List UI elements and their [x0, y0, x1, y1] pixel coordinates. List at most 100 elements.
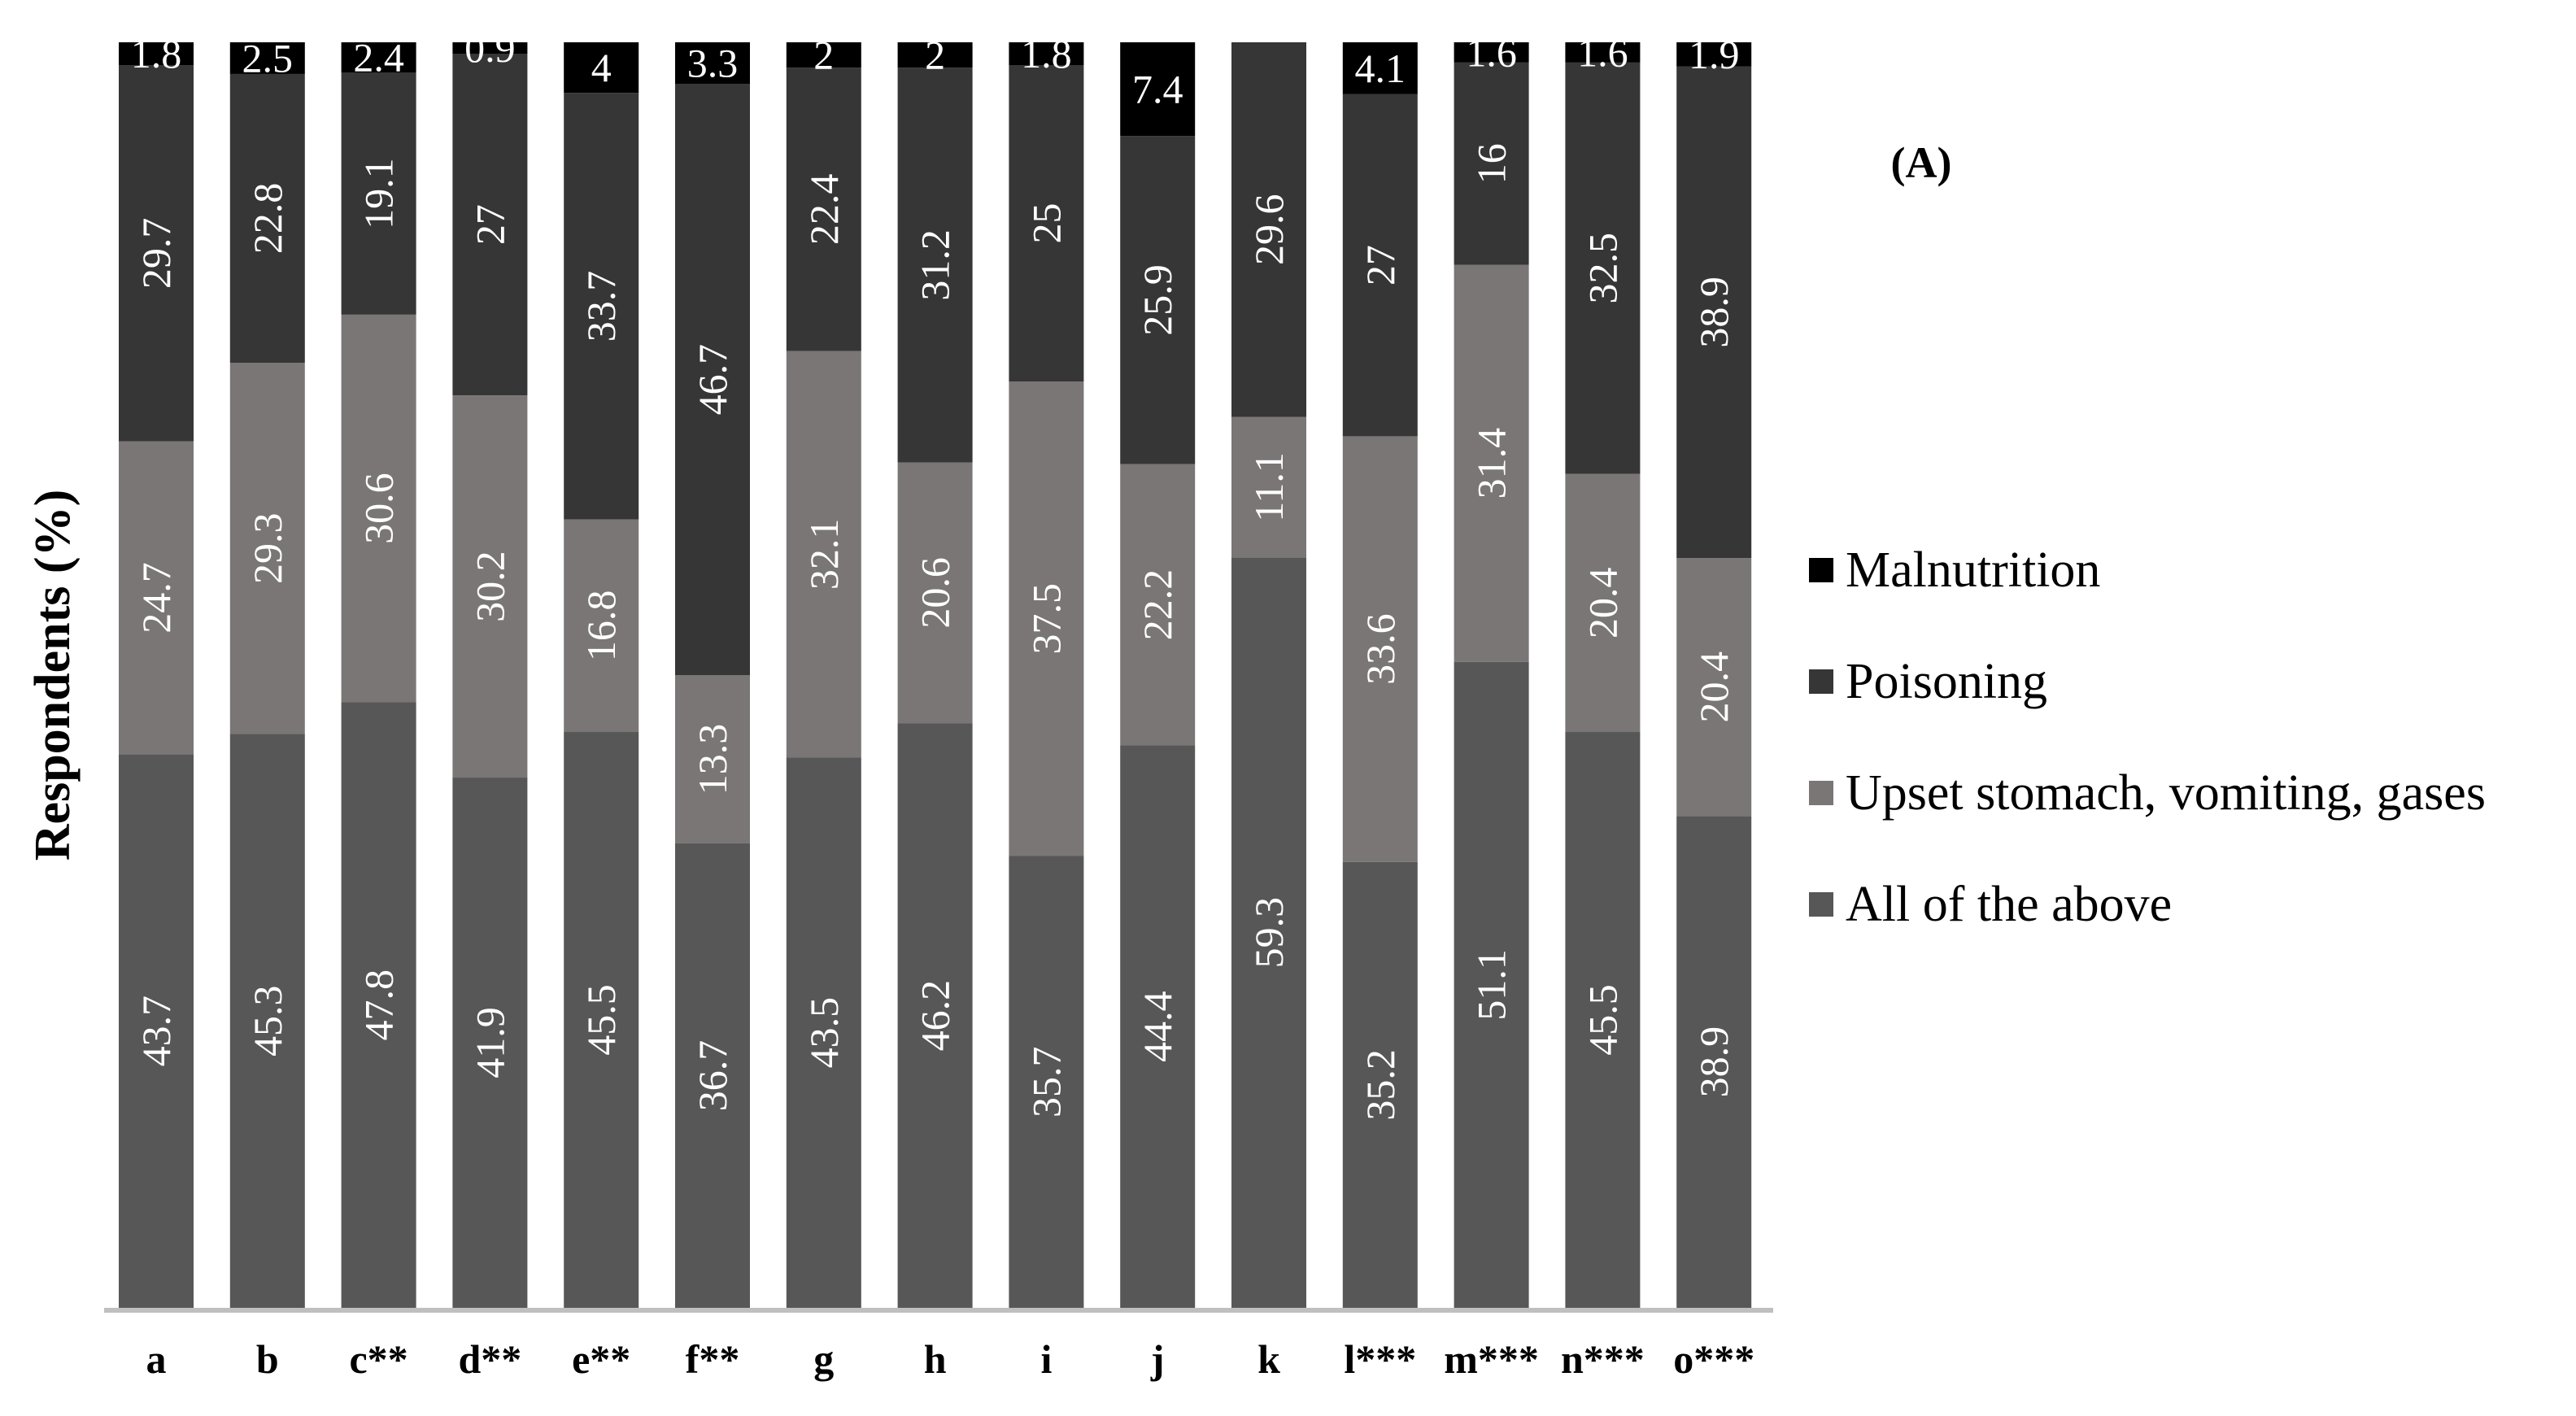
bar-segment-l-all-of-the-above: [1342, 861, 1418, 1308]
bar-segment-b-upset-stomach-vomiting-gases: [229, 363, 305, 734]
data-label: 46.2: [913, 980, 958, 1052]
x-tick-label: j: [1150, 1336, 1165, 1382]
bar-segment-o-malnutrition: [1676, 42, 1752, 67]
bar-segment-l-upset-stomach-vomiting-gases: [1342, 436, 1418, 862]
data-label: 36.7: [690, 1040, 735, 1112]
bar-segment-c-poisoning: [341, 72, 416, 315]
bar-segment-j-malnutrition: [1120, 42, 1196, 137]
data-label: 1.8: [1021, 31, 1072, 76]
data-label: 38.9: [1691, 1026, 1737, 1098]
bar-segment-m-upset-stomach-vomiting-gases: [1454, 264, 1529, 662]
bar-segment-i-malnutrition: [1009, 42, 1084, 66]
data-label: 1.6: [1577, 29, 1628, 75]
bar-segment-o-upset-stomach-vomiting-gases: [1676, 558, 1752, 817]
data-label: 22.8: [245, 183, 290, 255]
bar-segment-j-poisoning: [1120, 136, 1196, 464]
data-label: 44.4: [1135, 991, 1180, 1062]
x-tick-label: a: [146, 1336, 167, 1382]
bar-segment-g-poisoning: [786, 68, 861, 351]
bar-segment-n-upset-stomach-vomiting-gases: [1565, 473, 1641, 733]
bar-segment-b-poisoning: [229, 73, 305, 364]
data-label: 2: [813, 33, 834, 78]
data-label: 7.4: [1132, 67, 1183, 112]
data-label: 25: [1023, 203, 1069, 244]
data-label: 4: [591, 45, 612, 90]
x-tick-label: e**: [572, 1336, 630, 1382]
bar-segment-c-malnutrition: [341, 42, 416, 73]
bar-segment-b-malnutrition: [229, 42, 305, 74]
bar-segment-f-all-of-the-above: [675, 843, 750, 1308]
data-label: 22.4: [801, 174, 847, 246]
data-label: 25.9: [1135, 264, 1180, 336]
bar-segment-h-all-of-the-above: [897, 723, 973, 1308]
data-label: 43.5: [801, 997, 847, 1069]
data-label: 30.6: [356, 473, 402, 544]
segment-labels-layer: 43.7 24.7 29.7 1.8 45.3 29.3 22.8 2.5 47.8 30.6 19…: [131, 25, 1740, 1121]
data-label: 45.5: [1580, 984, 1625, 1056]
bar-segment-k-upset-stomach-vomiting-gases: [1231, 416, 1306, 558]
bar-segment-o-poisoning: [1676, 66, 1752, 559]
x-tick-label: l***: [1344, 1336, 1416, 1382]
data-label: 33.6: [1358, 613, 1403, 685]
legend-swatch: [1809, 781, 1833, 805]
data-label: 45.3: [245, 985, 290, 1057]
data-label: 27: [1358, 245, 1403, 285]
bar-segment-m-all-of-the-above: [1454, 661, 1529, 1308]
bar-segment-h-malnutrition: [897, 42, 973, 68]
data-label: 41.9: [467, 1007, 512, 1078]
data-label: 31.4: [1469, 428, 1515, 499]
bar-segment-c-upset-stomach-vomiting-gases: [341, 314, 416, 703]
data-label: 22.2: [1135, 569, 1180, 641]
bar-segment-a-poisoning: [119, 65, 194, 442]
legend: Malnutrition Poisoning Upset stomach, vomi…: [1809, 542, 2486, 932]
x-tick-label: c**: [349, 1336, 408, 1382]
bar-segment-e-all-of-the-above: [564, 732, 639, 1308]
data-label: 59.3: [1246, 897, 1292, 969]
bar-segment-o-all-of-the-above: [1676, 816, 1752, 1308]
data-label: 20.6: [913, 557, 958, 629]
x-tick-labels: a b c** d** e** f** g h i j k l*** m*** n*** o***: [146, 1336, 1755, 1382]
data-label: 1.6: [1466, 29, 1517, 75]
bar-segment-f-malnutrition: [675, 42, 750, 85]
x-tick-label: h: [924, 1336, 947, 1382]
data-label: 20.4: [1580, 568, 1625, 639]
data-label: 45.5: [578, 984, 624, 1056]
bar-segment-i-upset-stomach-vomiting-gases: [1009, 381, 1084, 856]
x-tick-label: f**: [686, 1336, 740, 1382]
data-label: 4.1: [1355, 46, 1406, 91]
panel-label: (A): [1891, 138, 1952, 187]
legend-label: All of the above: [1846, 877, 2172, 932]
data-label: 51.1: [1469, 949, 1515, 1021]
data-label: 32.5: [1580, 233, 1625, 304]
y-axis-label: Respondents (%): [25, 490, 81, 860]
data-label: 37.5: [1023, 583, 1069, 655]
x-tick-label: o***: [1673, 1336, 1754, 1382]
bar-segment-f-poisoning: [675, 84, 750, 675]
bar-segment-j-all-of-the-above: [1120, 745, 1196, 1308]
data-label: 32.1: [801, 519, 847, 590]
data-label: 11.1: [1246, 452, 1292, 522]
x-tick-label: b: [256, 1336, 279, 1382]
bar-segment-d-upset-stomach-vomiting-gases: [452, 395, 528, 778]
legend-label: Malnutrition: [1846, 542, 2100, 598]
bar-segment-n-malnutrition: [1565, 42, 1641, 63]
bar-segment-a-upset-stomach-vomiting-gases: [119, 441, 194, 755]
bar-segment-d-poisoning: [452, 54, 528, 396]
data-label: 2: [925, 33, 945, 78]
data-label: 31.2: [913, 229, 958, 301]
data-label: 0.9: [464, 25, 516, 71]
bar-segment-i-all-of-the-above: [1009, 856, 1084, 1308]
bar-segment-g-all-of-the-above: [786, 757, 861, 1308]
data-label: 1.8: [131, 31, 182, 76]
legend-swatch: [1809, 892, 1833, 917]
data-label: 46.7: [690, 344, 735, 416]
x-tick-label: m***: [1444, 1336, 1539, 1382]
data-label: 16: [1469, 143, 1515, 184]
data-label: 43.7: [133, 996, 179, 1067]
data-label: 29.3: [245, 512, 290, 584]
data-label: 35.7: [1023, 1047, 1069, 1118]
legend-label: Upset stomach, vomiting, gases: [1846, 765, 2486, 821]
bar-segment-e-poisoning: [564, 93, 639, 520]
x-tick-label: k: [1257, 1336, 1280, 1382]
